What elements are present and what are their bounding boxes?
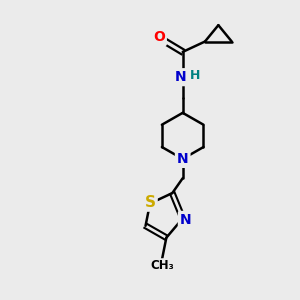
Text: S: S: [145, 194, 155, 209]
Text: N: N: [175, 70, 186, 84]
Text: H: H: [190, 69, 200, 82]
Text: N: N: [177, 152, 188, 166]
Text: CH₃: CH₃: [150, 260, 174, 272]
Text: O: O: [153, 30, 165, 44]
Text: N: N: [180, 213, 191, 227]
